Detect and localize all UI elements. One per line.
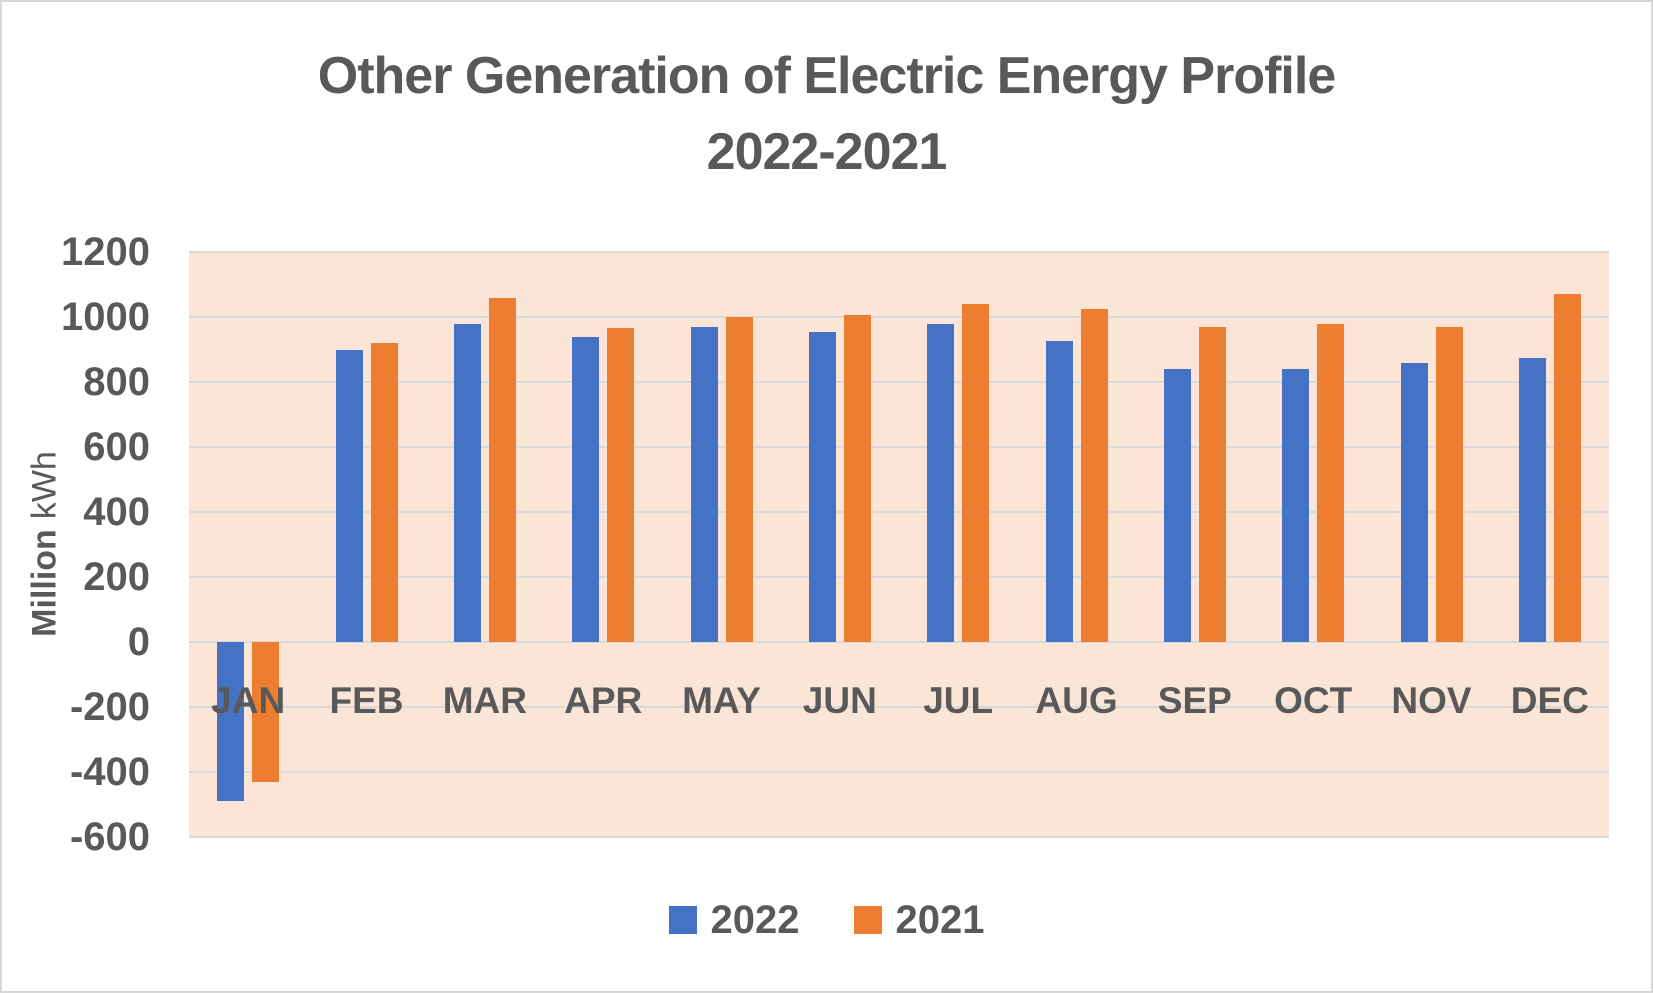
gridline-1200 xyxy=(189,251,1609,253)
gridline-400 xyxy=(189,511,1609,513)
y-tick-label-400: 400 xyxy=(83,490,150,534)
y-tick-label--200: -200 xyxy=(69,685,150,729)
x-label-mar: MAR xyxy=(442,680,527,721)
bar-2022-mar xyxy=(453,323,481,642)
y-tick-label-600: 600 xyxy=(83,425,150,469)
gridline-200 xyxy=(189,576,1609,578)
plot-area xyxy=(189,251,1609,838)
legend-label-2022: 2022 xyxy=(710,898,800,942)
bar-2021-jan xyxy=(252,642,280,782)
bar-2021-aug xyxy=(1080,308,1108,642)
legend-item-2022: 2022 xyxy=(668,898,800,942)
x-label-dec: DEC xyxy=(1510,680,1589,721)
x-label-apr: APR xyxy=(564,680,643,721)
gridline--200 xyxy=(189,706,1609,708)
x-label-sep: SEP xyxy=(1157,680,1232,721)
y-tick-label--600: -600 xyxy=(69,815,150,859)
bar-2022-sep xyxy=(1163,369,1191,642)
gridline-layer xyxy=(189,251,1609,838)
bar-2022-jan xyxy=(217,642,245,802)
chart-subtitle: 2022-2021 xyxy=(706,123,948,181)
bar-2022-aug xyxy=(1045,341,1073,642)
x-label-jun: JUN xyxy=(802,680,877,721)
y-tick-label-800: 800 xyxy=(83,360,150,404)
bar-2022-nov xyxy=(1400,362,1428,642)
gridline-0 xyxy=(189,641,1609,643)
x-label-jan: JAN xyxy=(211,680,286,721)
legend-swatch-2021 xyxy=(853,906,882,934)
x-label-aug: AUG xyxy=(1035,680,1118,721)
bar-2022-oct xyxy=(1282,369,1310,642)
y-tick-label-0: 0 xyxy=(127,620,150,664)
y-tick-label-200: 200 xyxy=(83,555,150,599)
bar-2021-may xyxy=(725,317,753,642)
gridline-1000 xyxy=(189,316,1609,318)
bar-2021-nov xyxy=(1435,326,1463,642)
legend: 2022 2021 xyxy=(2,898,1651,942)
y-tick-label--400: -400 xyxy=(69,750,150,794)
gridline--400 xyxy=(189,771,1609,773)
bar-2022-jul xyxy=(927,323,955,642)
bar-2021-dec xyxy=(1553,294,1581,642)
bar-2022-jun xyxy=(808,331,836,642)
bar-2022-apr xyxy=(572,336,600,642)
gridline--600 xyxy=(189,836,1609,838)
bar-2021-mar xyxy=(488,297,516,642)
bar-2021-feb xyxy=(370,343,398,642)
gridline-600 xyxy=(189,446,1609,448)
x-label-nov: NOV xyxy=(1391,680,1472,721)
bar-2021-jun xyxy=(843,315,871,642)
x-label-feb: FEB xyxy=(329,680,404,721)
chart-title-block: Other Generation of Electric Energy Prof… xyxy=(2,38,1651,190)
bars-layer xyxy=(189,252,1609,837)
legend-label-2021: 2021 xyxy=(895,898,985,942)
x-label-oct: OCT xyxy=(1274,680,1353,721)
gridline-800 xyxy=(189,381,1609,383)
legend-item-2021: 2021 xyxy=(853,898,985,942)
bar-2021-oct xyxy=(1317,323,1345,642)
chart-title: Other Generation of Electric Energy Prof… xyxy=(317,47,1337,105)
y-tick-label-1000: 1000 xyxy=(61,295,150,339)
x-label-jul: JUL xyxy=(923,680,994,721)
legend-swatch-2022 xyxy=(668,906,697,934)
bar-2021-sep xyxy=(1198,326,1226,642)
y-tick-label-1200: 1200 xyxy=(61,230,150,274)
bar-2022-dec xyxy=(1518,357,1546,642)
x-label-may: MAY xyxy=(682,680,761,721)
bar-2022-may xyxy=(690,326,718,642)
bar-2021-apr xyxy=(607,328,635,642)
bar-2022-feb xyxy=(335,349,363,642)
bar-2021-jul xyxy=(962,304,990,642)
